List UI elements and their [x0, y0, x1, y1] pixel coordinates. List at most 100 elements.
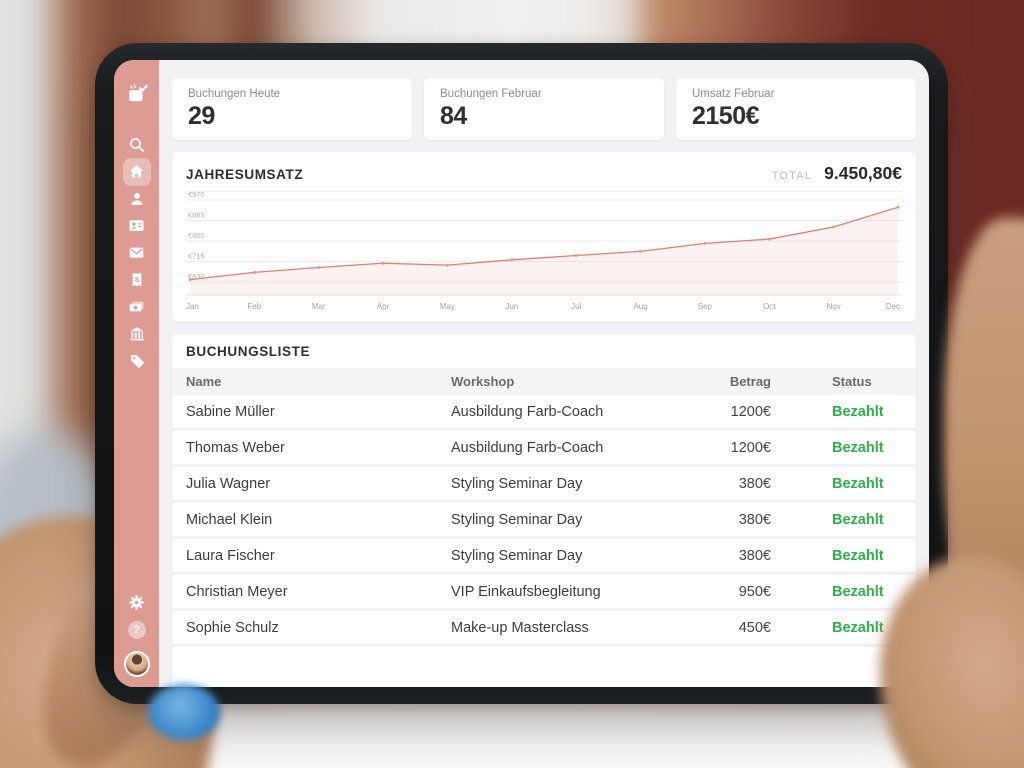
chart-header: JAHRESUMSATZ TOTAL 9.450,80€: [186, 163, 902, 192]
sidebar-item-bank[interactable]: [114, 320, 159, 347]
tablet-device: $: [95, 43, 948, 704]
svg-text:Oct: Oct: [763, 302, 776, 311]
column-header-name: Name: [186, 374, 222, 389]
svg-text:Apr: Apr: [377, 302, 390, 311]
table-row[interactable]: Christian Meyer VIP Einkaufsbegleitung 9…: [172, 575, 916, 611]
stats-row: Buchungen Heute 29 Buchungen Februar 84 …: [172, 78, 916, 140]
stat-value: 2150€: [692, 102, 760, 130]
cell-workshop: VIP Einkaufsbegleitung: [451, 583, 601, 600]
svg-text:$: $: [134, 274, 139, 283]
user-icon: [130, 192, 143, 205]
stat-card-revenue-month: Umsatz Februar 2150€: [676, 78, 916, 140]
sidebar-item-settings[interactable]: [114, 589, 159, 616]
home-icon: [129, 165, 144, 178]
tag-icon: [130, 354, 144, 368]
sidebar-item-contacts[interactable]: [114, 212, 159, 239]
svg-text:Feb: Feb: [247, 302, 261, 311]
sidebar-item-search[interactable]: [114, 131, 159, 158]
cash-icon: [129, 301, 144, 312]
svg-text:€715: €715: [188, 251, 205, 260]
cell-name: Thomas Weber: [186, 439, 285, 456]
svg-text:Nov: Nov: [827, 302, 841, 311]
table-header-row: Name Workshop Betrag Status: [172, 368, 916, 395]
active-highlight: [122, 157, 151, 186]
cell-name: Christian Meyer: [186, 583, 288, 600]
svg-text:Sep: Sep: [698, 302, 713, 311]
app-screen: $: [114, 60, 929, 687]
status-badge: Bezahlt: [832, 547, 884, 564]
status-badge: Bezahlt: [832, 511, 884, 528]
stat-card-bookings-month: Buchungen Februar 84: [424, 78, 664, 140]
total-label: TOTAL: [771, 170, 813, 182]
cell-betrag: 1200€: [730, 403, 771, 420]
sidebar-item-home-active[interactable]: [114, 157, 159, 186]
svg-text:Mar: Mar: [312, 302, 326, 311]
svg-text:Jan: Jan: [186, 302, 199, 311]
bank-icon: [129, 326, 144, 340]
column-header-betrag: Betrag: [729, 374, 771, 389]
cell-betrag: 950€: [738, 583, 771, 600]
cell-name: Laura Fischer: [186, 547, 275, 564]
cell-betrag: 380€: [738, 475, 771, 492]
stat-label: Buchungen Heute: [188, 88, 281, 100]
sidebar-item-clients[interactable]: [114, 185, 159, 212]
sidebar-navigation: $: [114, 60, 159, 687]
cell-workshop: Styling Seminar Day: [451, 547, 583, 564]
help-icon: ?: [127, 620, 146, 639]
cell-betrag: 380€: [738, 511, 771, 528]
table-row[interactable]: Laura Fischer Styling Seminar Day 380€ B…: [172, 539, 916, 575]
svg-text:Aug: Aug: [633, 302, 647, 311]
table-row[interactable]: Sophie Schulz Make-up Masterclass 450€ B…: [172, 611, 916, 647]
settings-gear-icon: [129, 595, 144, 610]
cell-name: Michael Klein: [186, 511, 273, 528]
stat-value: 84: [440, 102, 467, 130]
status-badge: Bezahlt: [832, 583, 884, 600]
status-badge: Bezahlt: [832, 475, 884, 492]
app-logo-booking-icon[interactable]: [114, 80, 159, 107]
stat-label: Buchungen Februar: [440, 88, 542, 100]
sidebar-item-invoices[interactable]: $: [114, 266, 159, 293]
contacts-icon: [129, 220, 144, 232]
cell-name: Sabine Müller: [186, 403, 275, 420]
cell-workshop: Ausbildung Farb-Coach: [451, 439, 604, 456]
annual-revenue-chart-card: JAHRESUMSATZ TOTAL 9.450,80€ €970 €885 €80…: [172, 152, 916, 322]
svg-text:€885: €885: [188, 210, 205, 219]
cell-workshop: Ausbildung Farb-Coach: [451, 403, 604, 420]
sidebar-item-mail[interactable]: [114, 239, 159, 266]
chart-total: TOTAL 9.450,80€: [772, 163, 902, 184]
table-row[interactable]: Michael Klein Styling Seminar Day 380€ B…: [172, 503, 916, 539]
stat-value: 29: [188, 102, 215, 130]
cell-betrag: 380€: [738, 547, 771, 564]
user-avatar[interactable]: [123, 651, 150, 677]
sidebar-item-help[interactable]: ?: [114, 616, 159, 643]
cell-betrag: 1200€: [730, 439, 771, 456]
search-icon: [129, 137, 144, 152]
column-header-status: Status: [832, 374, 872, 389]
total-value: 9.450,80€: [824, 163, 902, 183]
table-row[interactable]: Thomas Weber Ausbildung Farb-Coach 1200€…: [172, 431, 916, 467]
svg-text:Jul: Jul: [571, 302, 581, 311]
annual-revenue-line-chart: €970 €885 €800 €715 €630 Jan Feb Mar Apr May Jun Ju…: [186, 192, 902, 311]
sidebar-item-payments[interactable]: [114, 293, 159, 320]
table-title: BUCHUNGSLISTE: [186, 344, 311, 359]
sidebar-item-tags[interactable]: [114, 347, 159, 374]
bookings-table-card: BUCHUNGSLISTE Name Workshop Betrag Statu…: [172, 334, 916, 687]
invoice-icon: $: [132, 272, 141, 286]
svg-text:May: May: [440, 302, 455, 311]
dashboard-content: Buchungen Heute 29 Buchungen Februar 84 …: [159, 60, 929, 687]
cell-betrag: 450€: [738, 619, 771, 636]
status-badge: Bezahlt: [832, 403, 884, 420]
cell-name: Julia Wagner: [186, 475, 271, 492]
cell-workshop: Make-up Masterclass: [451, 619, 589, 636]
table-row[interactable]: Julia Wagner Styling Seminar Day 380€ Be…: [172, 467, 916, 503]
cell-workshop: Styling Seminar Day: [451, 475, 583, 492]
cell-name: Sophie Schulz: [186, 619, 279, 636]
blue-object: [148, 684, 220, 740]
svg-text:€630: €630: [188, 272, 205, 281]
table-row[interactable]: Sabine Müller Ausbildung Farb-Coach 1200…: [172, 395, 916, 431]
svg-text:€970: €970: [188, 192, 205, 199]
mail-icon: [129, 247, 144, 258]
table-body: Sabine Müller Ausbildung Farb-Coach 1200…: [172, 395, 916, 647]
column-header-workshop: Workshop: [451, 374, 515, 389]
